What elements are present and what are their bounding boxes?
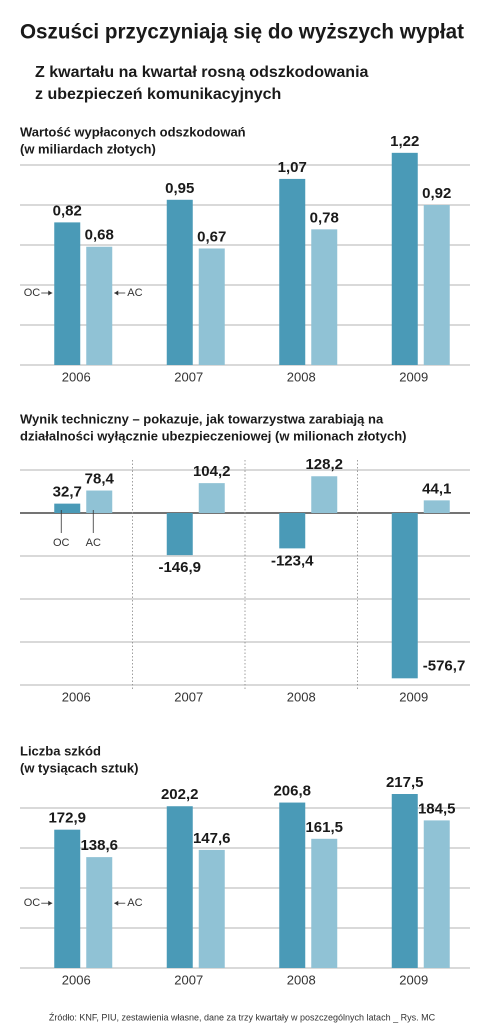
- value-label: 138,6: [80, 837, 118, 854]
- page-title: Oszuści przyczyniają się do wyższych wyp…: [20, 21, 464, 44]
- source-note: Źródło: KNF, PIU, zestawienia własne, da…: [49, 1012, 436, 1022]
- x-tick-label: 2008: [287, 972, 316, 987]
- bar: [311, 476, 338, 513]
- bar: [279, 178, 306, 365]
- value-label: 32,7: [53, 484, 82, 501]
- legend-label: AC: [127, 897, 142, 909]
- value-label: 0,67: [197, 228, 226, 245]
- bar: [311, 838, 338, 968]
- legend-arrowhead: [48, 900, 53, 906]
- legend-label: OC: [24, 897, 41, 909]
- x-tick-label: 2008: [287, 369, 316, 384]
- x-tick-label: 2008: [287, 689, 316, 704]
- value-label: 78,4: [85, 470, 115, 487]
- chart-title: Wynik techniczny – pokazuje, jak towarzy…: [20, 411, 384, 426]
- value-label: 0,92: [422, 185, 451, 202]
- bar: [166, 199, 193, 365]
- bar: [198, 849, 225, 968]
- value-label: 202,2: [161, 786, 199, 803]
- x-tick-label: 2009: [399, 689, 428, 704]
- x-tick-label: 2006: [62, 369, 91, 384]
- value-label: 1,22: [390, 133, 419, 150]
- value-label: 0,78: [310, 209, 339, 226]
- chart-title: Wartość wypłaconych odszkodowań: [20, 124, 246, 139]
- bar: [423, 820, 450, 968]
- bar: [423, 205, 450, 365]
- value-label: 147,6: [193, 830, 231, 847]
- bar: [166, 513, 193, 556]
- bar: [391, 152, 418, 365]
- value-label: 161,5: [305, 819, 343, 836]
- value-label: 44,1: [422, 480, 451, 497]
- legend-arrowhead: [114, 290, 119, 296]
- bar: [166, 806, 193, 968]
- x-tick-label: 2009: [399, 972, 428, 987]
- chart-title: Liczba szkód: [20, 743, 101, 758]
- value-label: 104,2: [193, 463, 231, 480]
- legend-arrowhead: [114, 900, 119, 906]
- value-label: -576,7: [423, 657, 466, 674]
- bar: [54, 829, 81, 968]
- value-label: -123,4: [271, 552, 314, 569]
- value-label: 0,95: [165, 180, 194, 197]
- legend-label: AC: [127, 287, 142, 299]
- value-label: 184,5: [418, 800, 456, 817]
- x-tick-label: 2006: [62, 972, 91, 987]
- subtitle-line: Z kwartału na kwartał rosną odszkodowani…: [35, 64, 369, 81]
- bar: [54, 222, 81, 365]
- legend-arrowhead: [48, 290, 53, 296]
- x-tick-label: 2006: [62, 689, 91, 704]
- value-label: 0,68: [85, 227, 114, 244]
- bar: [311, 229, 338, 365]
- value-label: 0,82: [53, 202, 82, 219]
- legend-label: AC: [86, 537, 101, 549]
- value-label: 172,9: [48, 810, 86, 827]
- bar: [391, 794, 418, 968]
- bar: [423, 500, 450, 513]
- bar: [279, 802, 306, 968]
- x-tick-label: 2007: [174, 369, 203, 384]
- bar: [54, 503, 81, 513]
- bar: [86, 246, 113, 365]
- legend-label: OC: [53, 537, 70, 549]
- value-label: 217,5: [386, 774, 424, 791]
- x-tick-label: 2007: [174, 689, 203, 704]
- subtitle-line: z ubezpieczeń komunikacyjnych: [35, 86, 281, 103]
- bar: [279, 513, 306, 549]
- value-label: 128,2: [305, 456, 343, 473]
- bar: [86, 490, 113, 513]
- bar: [198, 483, 225, 513]
- value-label: -146,9: [158, 559, 201, 576]
- bar: [391, 513, 418, 679]
- bar: [198, 248, 225, 365]
- chart-title: (w miliardach złotych): [20, 141, 156, 156]
- value-label: 206,8: [273, 783, 311, 800]
- legend-label: OC: [24, 287, 41, 299]
- x-tick-label: 2009: [399, 369, 428, 384]
- chart-title: (w tysiącach sztuk): [20, 760, 139, 775]
- bar: [86, 857, 113, 968]
- chart-title: działalności wyłącznie ubezpieczeniowej …: [20, 428, 406, 443]
- x-tick-label: 2007: [174, 972, 203, 987]
- value-label: 1,07: [278, 159, 307, 176]
